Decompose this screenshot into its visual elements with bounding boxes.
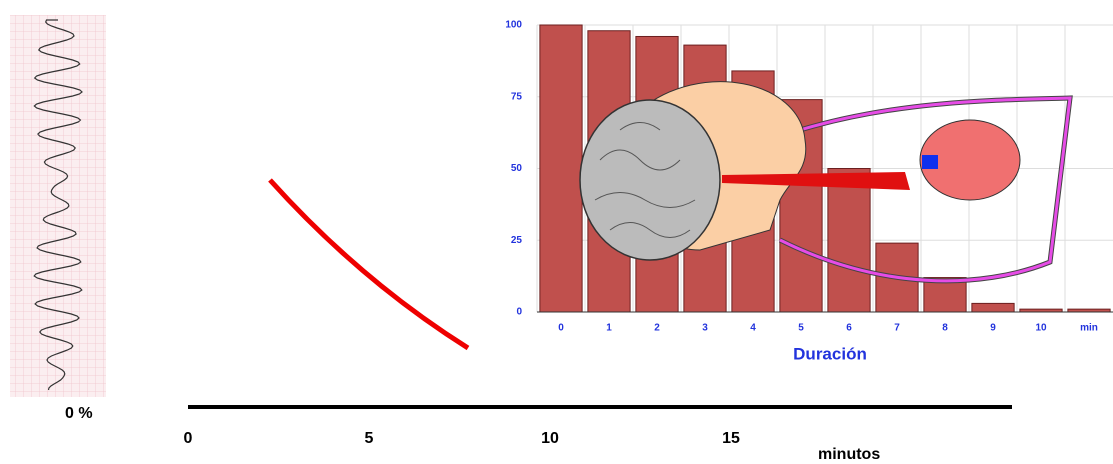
x-tick-label: 7	[894, 323, 900, 334]
timeline-tick-label: 10	[541, 430, 559, 447]
x-tick-label: min	[1080, 323, 1098, 334]
x-tick-label: 8	[942, 323, 948, 334]
x-tick-label: 3	[702, 323, 708, 334]
y-tick-label: 50	[511, 163, 523, 174]
timeline-tick-label: 0	[184, 430, 193, 447]
percent-label: 0 %	[65, 405, 93, 422]
timeline-label: minutos	[818, 446, 880, 463]
y-tick-label: 0	[516, 307, 522, 318]
timeline-tick-label: 15	[722, 430, 740, 447]
x-tick-label: 1	[606, 323, 612, 334]
decay-curve	[268, 178, 470, 351]
x-axis-label: Duración	[793, 344, 867, 363]
timeline-tick-label: 5	[365, 430, 374, 447]
x-tick-label: 4	[750, 323, 756, 334]
x-tick-label: 2	[654, 323, 660, 334]
bar	[971, 302, 1015, 313]
y-tick-label: 25	[511, 235, 523, 246]
illustration	[579, 81, 1073, 284]
bar	[539, 24, 583, 313]
x-tick-label: 6	[846, 323, 852, 334]
x-tick-label: 10	[1035, 323, 1047, 334]
y-tick-label: 100	[505, 20, 522, 31]
x-tick-label: 0	[558, 323, 564, 334]
x-tick-label: 9	[990, 323, 996, 334]
ecg-strip	[10, 15, 106, 397]
ecg-trace	[33, 19, 83, 391]
y-tick-label: 75	[511, 91, 523, 102]
bar	[827, 168, 871, 313]
x-tick-label: 5	[798, 323, 804, 334]
